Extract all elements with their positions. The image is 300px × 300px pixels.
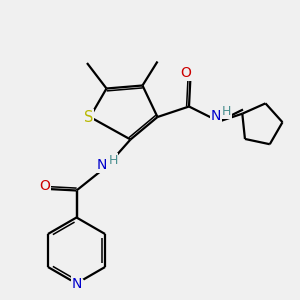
Text: N: N	[97, 158, 107, 172]
Text: H: H	[108, 154, 118, 167]
Text: O: O	[181, 66, 191, 80]
Text: S: S	[84, 110, 93, 124]
Text: H: H	[222, 105, 231, 119]
Text: O: O	[39, 179, 50, 193]
Text: N: N	[71, 277, 82, 290]
Text: N: N	[211, 109, 221, 123]
